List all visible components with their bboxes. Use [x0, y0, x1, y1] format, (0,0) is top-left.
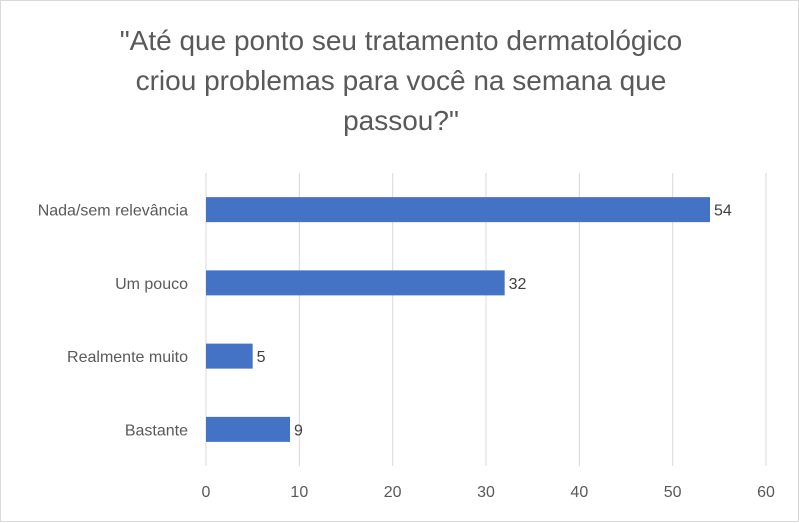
x-tick-label: 30: [477, 484, 495, 501]
bar: [206, 416, 290, 442]
x-tick-label: 50: [664, 484, 682, 501]
bars: [206, 197, 710, 442]
data-label: 54: [714, 203, 732, 220]
labels: 0 10 20 30 40 50 60 Nada/sem relevância 54 Um pou…: [38, 203, 775, 501]
x-tick-label: 10: [290, 484, 308, 501]
data-label: 5: [257, 349, 266, 366]
x-tick-label: 40: [570, 484, 588, 501]
data-label: 32: [509, 276, 527, 293]
category-label: Realmente muito: [67, 349, 188, 366]
x-tick-label: 0: [202, 484, 211, 501]
x-tick-label: 20: [384, 484, 402, 501]
x-tick-label: 60: [757, 484, 775, 501]
category-label: Bastante: [125, 422, 188, 439]
bar: [206, 197, 710, 223]
chart-title: "Até que ponto seu tratamento dermatológ…: [119, 25, 683, 136]
category-label: Nada/sem relevância: [38, 203, 188, 220]
category-label: Um pouco: [115, 276, 188, 293]
data-label: 9: [294, 422, 303, 439]
bar: [206, 270, 505, 296]
bar: [206, 343, 253, 369]
